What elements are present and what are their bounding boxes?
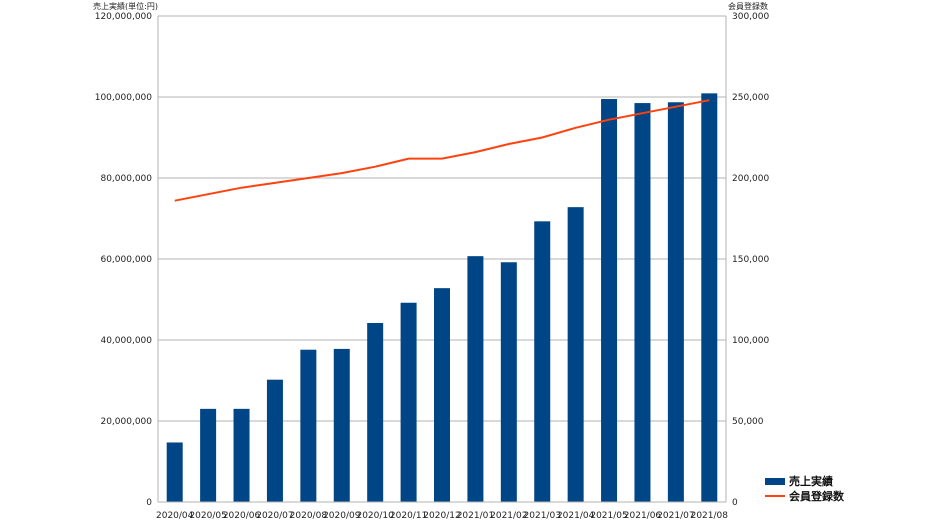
series-line [174,99,710,202]
left-axis-ticks: 0 20,000,000 40,000,000 60,000,000 80,000,00… [95,12,153,508]
x-tick-label: 2020/04 [156,511,194,521]
legend-bar-label: 売上実績 [789,474,833,488]
bar [400,302,417,502]
right-axis-title: 会員登録数 [728,1,768,11]
right-axis-ticks: 0 50,000 100,000 150,000 200,000 250,000 300,0… [732,12,769,508]
right-tick-label: 50,000 [732,417,764,427]
x-tick-label: 2020/11 [390,511,427,521]
bar [601,99,618,503]
bar [667,102,684,502]
x-tick-label: 2020/07 [256,511,293,521]
x-tick-label: 2021/06 [624,511,662,521]
bar [534,221,551,502]
bar [634,103,651,502]
bar [567,207,584,502]
bar [367,322,384,502]
left-tick-label: 20,000,000 [100,417,152,427]
right-tick-label: 0 [732,498,738,508]
x-tick-label: 2020/05 [189,511,226,521]
left-tick-label: 100,000,000 [95,93,153,103]
x-axis-ticks: 2020/042020/052020/062020/072020/082020/… [156,511,728,521]
right-tick-label: 150,000 [732,255,769,265]
bar [200,408,217,502]
left-axis-title: 売上実績(単位:円) [93,1,158,11]
x-tick-label: 2021/02 [490,511,527,521]
x-tick-label: 2020/12 [423,511,460,521]
left-tick-label: 40,000,000 [100,336,152,346]
left-tick-label: 60,000,000 [100,255,152,265]
right-tick-label: 300,000 [732,12,769,22]
bar [467,256,484,502]
right-tick-label: 250,000 [732,93,769,103]
bar [233,408,250,502]
legend-bar-swatch [765,478,785,485]
right-tick-label: 100,000 [732,336,769,346]
x-tick-label: 2021/04 [557,511,595,521]
x-tick-label: 2020/10 [356,511,394,521]
x-tick-label: 2021/03 [524,511,561,521]
x-tick-label: 2020/08 [290,511,328,521]
x-tick-label: 2020/09 [323,511,361,521]
bar [500,262,517,502]
left-tick-label: 80,000,000 [100,174,152,184]
legend: 売上実績 会員登録数 [765,474,845,503]
right-tick-label: 200,000 [732,174,769,184]
bar [333,348,350,502]
line-series [174,99,710,202]
x-tick-label: 2021/05 [590,511,627,521]
x-tick-label: 2021/01 [457,511,494,521]
left-tick-label: 0 [146,498,152,508]
bar [300,349,317,502]
left-tick-label: 120,000,000 [95,12,153,22]
bar [166,442,183,502]
x-tick-label: 2021/07 [657,511,694,521]
axes [157,16,727,503]
legend-line-label: 会員登録数 [789,489,845,503]
x-tick-label: 2021/08 [691,511,729,521]
gridlines [158,15,726,422]
bar [434,288,450,502]
bar-series [166,93,718,503]
bar [701,93,718,502]
bar [266,379,283,502]
x-tick-label: 2020/06 [223,511,261,521]
